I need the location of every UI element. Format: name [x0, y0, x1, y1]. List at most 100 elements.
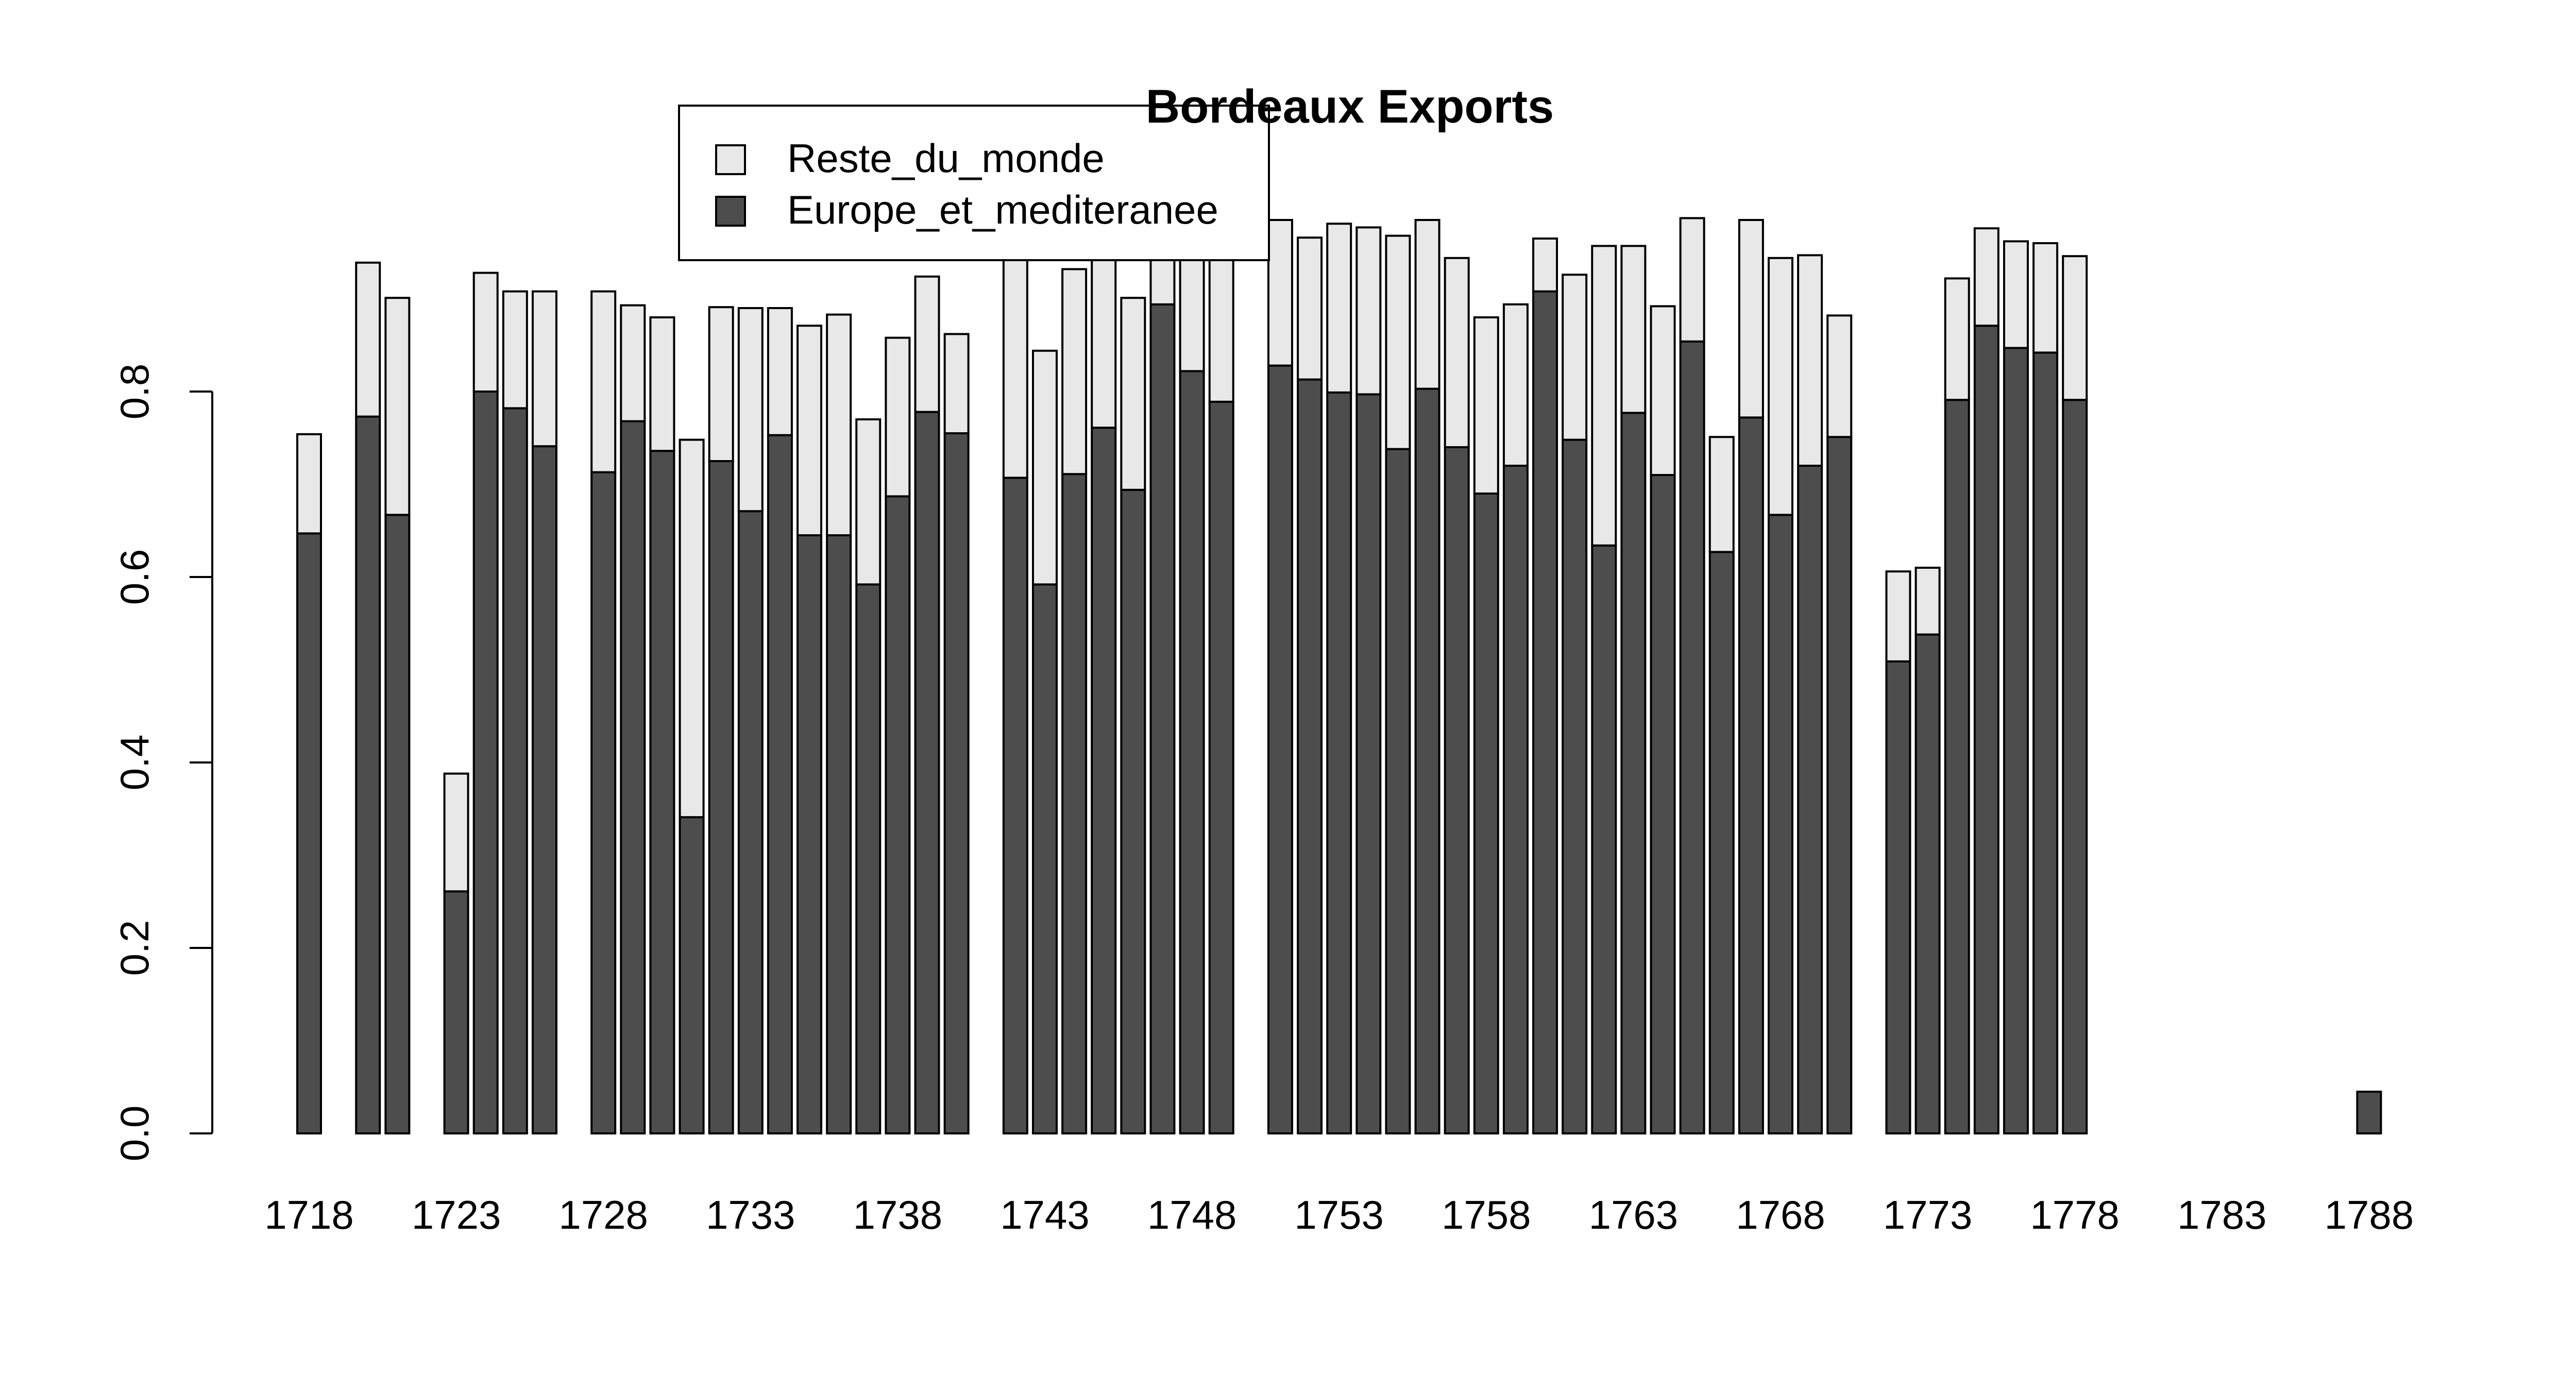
bars-layer	[296, 142, 2382, 1135]
bar-reste-du-monde-1743	[1032, 349, 1058, 586]
bar-reste-du-monde-1762	[1591, 245, 1617, 547]
y-tick-label: 0.8	[112, 364, 157, 419]
bar-reste-du-monde-1772	[1885, 570, 1911, 663]
bar-europe-et-mediteranee-1754	[1355, 393, 1382, 1134]
bar-reste-du-monde-1766	[1708, 436, 1735, 553]
bar-reste-du-monde-1775	[1973, 227, 1999, 327]
bar-europe-et-mediteranee-1752	[1297, 378, 1323, 1134]
legend-label: Europe_et_mediteranee	[787, 187, 1218, 232]
x-tick-label: 1763	[1589, 1192, 1679, 1237]
bar-europe-et-mediteranee-1760	[1532, 290, 1558, 1134]
x-tick-label: 1788	[2325, 1192, 2414, 1237]
bar-europe-et-mediteranee-1728	[590, 471, 617, 1134]
bar-reste-du-monde-1734	[767, 307, 793, 436]
bar-europe-et-mediteranee-1765	[1679, 340, 1705, 1134]
x-tick-label: 1773	[1883, 1192, 1973, 1237]
y-tick-label: 0.2	[112, 920, 157, 976]
bar-reste-du-monde-1760	[1532, 238, 1558, 293]
x-tick-label: 1738	[853, 1192, 943, 1237]
bar-europe-et-mediteranee-1751	[1267, 364, 1293, 1134]
bar-reste-du-monde-1740	[943, 333, 970, 435]
legend-swatch	[715, 196, 746, 227]
bar-europe-et-mediteranee-1753	[1326, 391, 1352, 1134]
y-tick-label: 0.4	[112, 735, 157, 790]
bar-reste-du-monde-1735	[796, 325, 823, 536]
bar-reste-du-monde-1765	[1679, 217, 1705, 343]
x-tick-label: 1728	[558, 1192, 648, 1237]
bar-europe-et-mediteranee-1736	[826, 534, 852, 1134]
legend-label: Reste_du_monde	[787, 135, 1105, 181]
y-tick-label: 0.6	[112, 549, 157, 605]
bar-reste-du-monde-1732	[708, 306, 734, 462]
bar-reste-du-monde-1774	[1944, 277, 1970, 401]
legend-swatch	[715, 144, 746, 175]
bar-europe-et-mediteranee-1761	[1562, 438, 1588, 1134]
bar-europe-et-mediteranee-1778	[2062, 399, 2088, 1135]
x-axis-labels: 1718 1723 1728 1733 1738 1743 1748 1753 1758 1763…	[264, 1192, 2414, 1237]
bar-reste-du-monde-1738	[885, 336, 911, 498]
bar-europe-et-mediteranee-1770	[1826, 436, 1853, 1135]
bar-europe-et-mediteranee-1743	[1032, 583, 1058, 1134]
bar-reste-du-monde-1751	[1267, 219, 1293, 367]
bar-europe-et-mediteranee-1768	[1768, 514, 1793, 1134]
bar-europe-et-mediteranee-1755	[1385, 448, 1411, 1134]
x-tick-label: 1758	[1442, 1192, 1531, 1237]
x-tick-label: 1733	[706, 1192, 795, 1237]
bar-reste-du-monde-1778	[2062, 255, 2088, 401]
bar-europe-et-mediteranee-1763	[1620, 412, 1647, 1134]
bar-europe-et-mediteranee-1746	[1120, 488, 1146, 1134]
x-tick-label: 1748	[1147, 1192, 1237, 1237]
bar-europe-et-mediteranee-1742	[1002, 477, 1028, 1134]
bar-reste-du-monde-1733	[737, 307, 764, 513]
bar-reste-du-monde-1773	[1914, 567, 1941, 636]
bar-europe-et-mediteranee-1772	[1885, 660, 1911, 1135]
bar-europe-et-mediteranee-1740	[943, 432, 970, 1134]
bar-europe-et-mediteranee-1776	[2003, 347, 2029, 1134]
bar-europe-et-mediteranee-1737	[855, 583, 882, 1134]
bar-europe-et-mediteranee-1730	[649, 450, 675, 1135]
bar-europe-et-mediteranee-1759	[1502, 465, 1529, 1134]
x-tick-label: 1778	[2030, 1192, 2120, 1237]
bar-reste-du-monde-1729	[620, 304, 646, 422]
bar-europe-et-mediteranee-1757	[1444, 446, 1470, 1134]
bar-europe-et-mediteranee-1764	[1650, 474, 1676, 1134]
bar-europe-et-mediteranee-1726	[531, 445, 557, 1135]
bar-reste-du-monde-1752	[1297, 236, 1323, 381]
bar-europe-et-mediteranee-1735	[796, 534, 823, 1134]
bar-europe-et-mediteranee-1767	[1738, 416, 1764, 1134]
bar-reste-du-monde-1728	[590, 290, 617, 473]
bar-europe-et-mediteranee-1738	[885, 495, 911, 1134]
bar-europe-et-mediteranee-1720	[355, 415, 381, 1134]
bar-reste-du-monde-1758	[1473, 316, 1499, 495]
x-tick-label: 1718	[264, 1192, 354, 1237]
bar-reste-du-monde-1737	[855, 418, 882, 586]
bar-europe-et-mediteranee-1718	[296, 532, 322, 1134]
bar-europe-et-mediteranee-1732	[708, 460, 734, 1134]
bar-reste-du-monde-1744	[1061, 268, 1088, 476]
bar-europe-et-mediteranee-1734	[767, 434, 793, 1134]
bar-reste-du-monde-1730	[649, 316, 675, 452]
bar-reste-du-monde-1731	[679, 438, 705, 819]
legend-box	[678, 105, 1270, 261]
bar-reste-du-monde-1777	[2032, 242, 2059, 354]
x-tick-label: 1783	[2177, 1192, 2267, 1237]
bar-reste-du-monde-1757	[1444, 257, 1470, 448]
bar-europe-et-mediteranee-1788	[2356, 1091, 2382, 1134]
bar-europe-et-mediteranee-1725	[502, 407, 528, 1134]
x-tick-label: 1723	[412, 1192, 501, 1237]
bar-reste-du-monde-1725	[502, 290, 528, 410]
bar-europe-et-mediteranee-1721	[384, 514, 411, 1134]
bar-europe-et-mediteranee-1749	[1208, 400, 1234, 1134]
bar-europe-et-mediteranee-1733	[737, 510, 764, 1135]
bar-europe-et-mediteranee-1747	[1149, 303, 1176, 1134]
x-tick-label: 1753	[1294, 1192, 1384, 1237]
bar-europe-et-mediteranee-1723	[443, 890, 469, 1134]
bar-reste-du-monde-1770	[1826, 314, 1853, 438]
bar-europe-et-mediteranee-1748	[1179, 370, 1205, 1134]
bar-reste-du-monde-1776	[2003, 240, 2029, 349]
bar-reste-du-monde-1720	[355, 261, 381, 418]
bar-reste-du-monde-1753	[1326, 223, 1352, 394]
bar-reste-du-monde-1724	[472, 272, 499, 393]
x-tick-label: 1743	[1000, 1192, 1090, 1237]
